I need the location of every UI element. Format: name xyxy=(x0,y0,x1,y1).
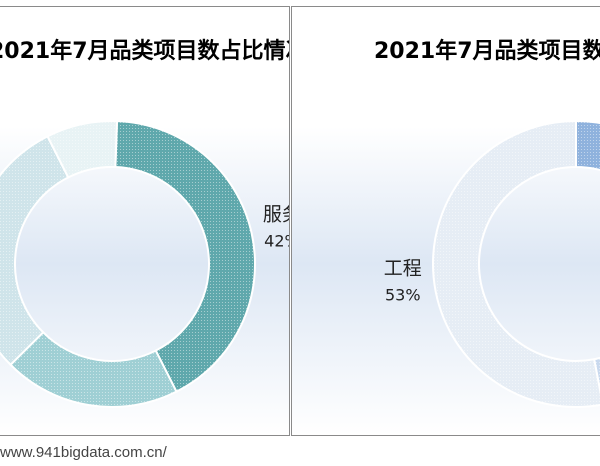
donut-slice xyxy=(0,135,70,367)
slice-value-label: 53% xyxy=(385,285,421,304)
source-url: www.941bigdata.com.cn/ xyxy=(0,444,167,461)
donut-slice xyxy=(46,120,119,179)
donut-slice xyxy=(114,120,256,393)
chart-title-left: 2021年7月品类项目数占比情况 xyxy=(0,39,290,64)
slice-value-label: 42% xyxy=(264,232,289,251)
donut-chart-left: 服务 42% xyxy=(0,120,289,408)
donut-slice xyxy=(432,119,600,408)
donut-slice xyxy=(575,119,600,172)
chart-title-right: 2021年7月品类项目数占比情况 xyxy=(374,39,600,64)
chart-panel-right: 2021年7月品类项目数占比情况 工程 53% xyxy=(291,6,600,436)
donut-chart-right: 工程 53% xyxy=(384,119,600,408)
donut-slice xyxy=(9,330,178,408)
slice-label: 服务 xyxy=(263,204,289,226)
chart-panel-left: 2021年7月品类项目数占比情况 服务 42% xyxy=(0,6,290,436)
slice-label: 工程 xyxy=(384,257,422,279)
